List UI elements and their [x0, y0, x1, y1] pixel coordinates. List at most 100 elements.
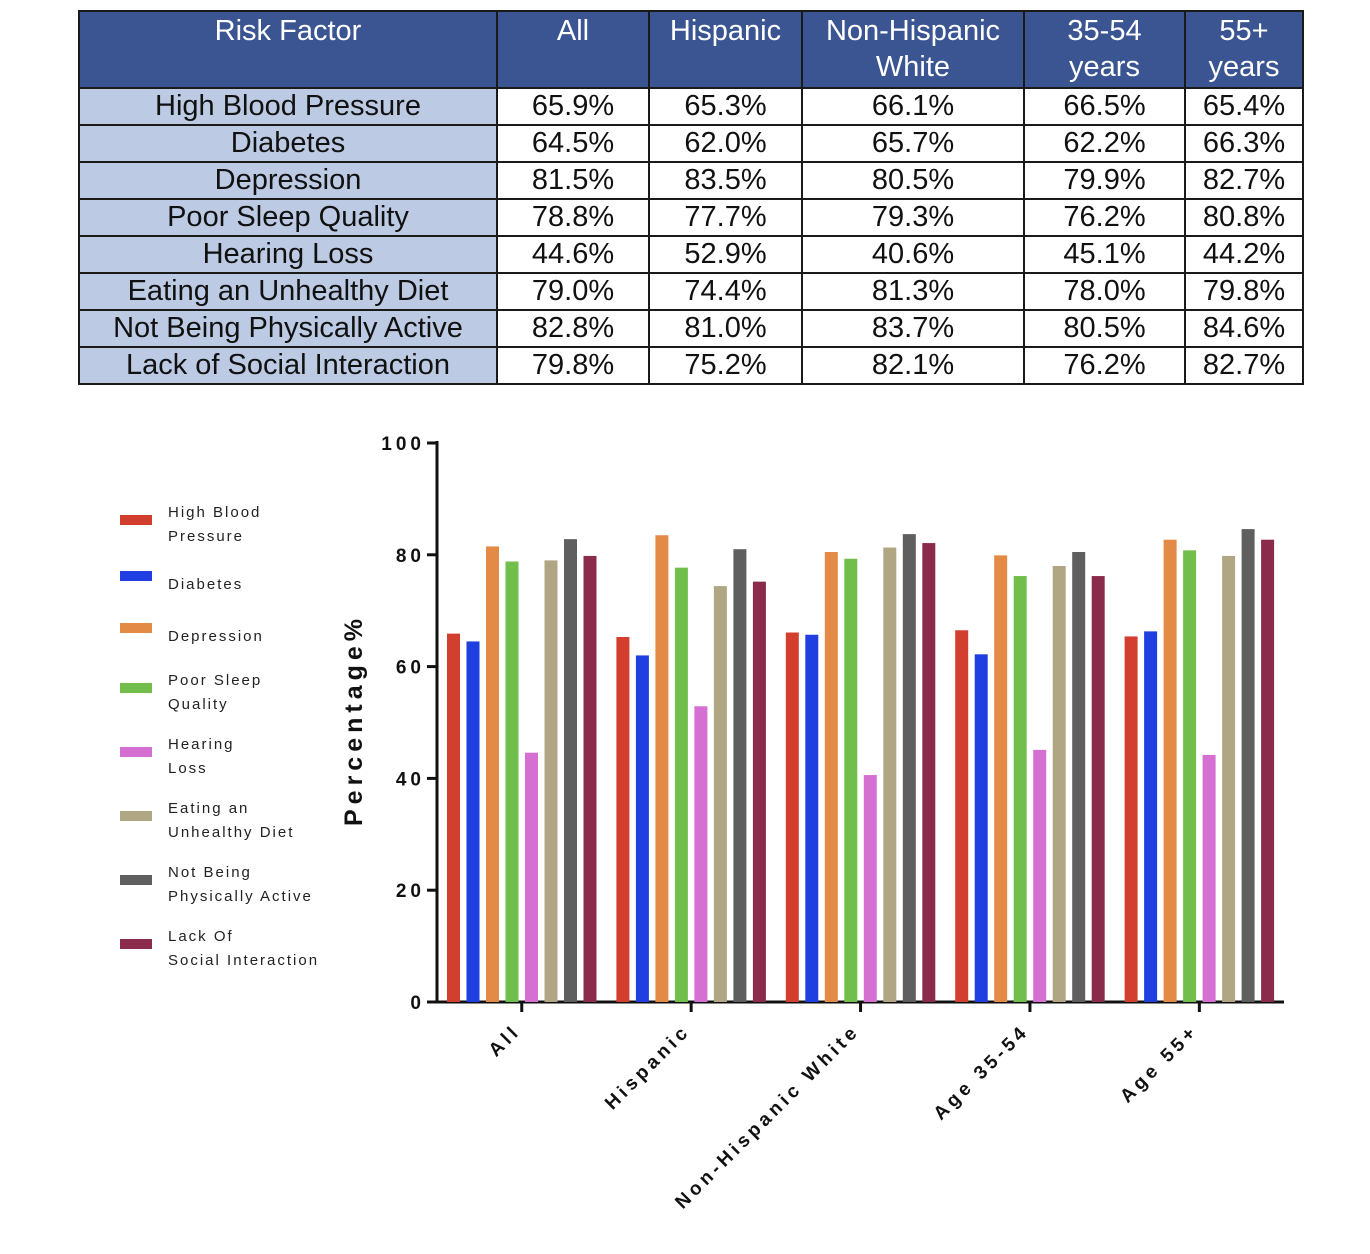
legend-label: Hearing — [168, 736, 235, 753]
bar — [844, 558, 858, 1002]
bar — [1013, 576, 1027, 1002]
legend-swatch — [120, 939, 152, 949]
legend-swatch — [120, 875, 152, 885]
legend-item: Poor Sleep Quality — [120, 672, 262, 713]
table-row: Lack of Social Interaction 79.8% 75.2% 8… — [78, 346, 1304, 385]
table-row: Diabetes 64.5% 62.0% 65.7% 62.2% 66.3% — [78, 124, 1304, 163]
value-cell: 79.0% — [496, 272, 650, 311]
header-hispanic: Hispanic — [648, 10, 803, 89]
legend-label: Quality — [168, 696, 229, 713]
value-cell: 66.3% — [1184, 124, 1304, 163]
value-cell: 52.9% — [648, 235, 803, 274]
value-cell: 40.6% — [801, 235, 1025, 274]
legend-label: Lack Of — [168, 928, 234, 945]
bar — [1202, 754, 1216, 1002]
value-cell: 81.0% — [648, 309, 803, 348]
table-row: Eating an Unhealthy Diet 79.0% 74.4% 81.… — [78, 272, 1304, 311]
risk-factor-cell: Depression — [78, 161, 498, 200]
value-cell: 45.1% — [1023, 235, 1186, 274]
legend-swatch — [120, 571, 152, 581]
bar — [713, 586, 727, 1002]
bar — [635, 655, 649, 1002]
value-cell: 65.9% — [496, 87, 650, 126]
risk-factor-cell: Lack of Social Interaction — [78, 346, 498, 385]
legend-item: Diabetes — [120, 571, 241, 593]
value-cell: 84.6% — [1184, 309, 1304, 348]
value-cell: 62.2% — [1023, 124, 1186, 163]
bar — [883, 547, 897, 1002]
bar — [955, 630, 969, 1002]
risk-factor-cell: Diabetes — [78, 124, 498, 163]
bar — [994, 555, 1008, 1002]
bar — [785, 632, 799, 1002]
bar — [1052, 565, 1066, 1002]
legend-swatch — [120, 747, 152, 757]
bar — [1261, 539, 1275, 1002]
legend-label: Physically Active — [168, 888, 313, 905]
x-category-label: All — [485, 1021, 526, 1062]
bar — [1163, 539, 1177, 1002]
value-cell: 64.5% — [496, 124, 650, 163]
table-row: Poor Sleep Quality 78.8% 77.7% 79.3% 76.… — [78, 198, 1304, 237]
legend-swatch — [120, 811, 152, 821]
bar — [1222, 555, 1236, 1002]
bar — [674, 567, 688, 1002]
bar — [1091, 576, 1105, 1002]
legend-label: Loss — [168, 760, 208, 777]
bar — [1072, 552, 1086, 1002]
value-cell: 75.2% — [648, 346, 803, 385]
bar — [1183, 550, 1197, 1002]
header-all: All — [496, 10, 650, 89]
y-tick-label: 20 — [396, 881, 425, 902]
chart-bars — [447, 529, 1275, 1002]
legend-label: Pressure — [168, 528, 244, 545]
bar — [805, 634, 819, 1002]
legend-item: Eating an Unhealthy Diet — [120, 800, 292, 841]
y-axis-title: Percentage% — [340, 614, 368, 826]
value-cell: 78.0% — [1023, 272, 1186, 311]
bar — [466, 641, 480, 1002]
y-tick-label: 0 — [410, 993, 425, 1014]
value-cell: 82.8% — [496, 309, 650, 348]
x-category-label: Hispanic — [601, 1021, 694, 1114]
bar — [974, 654, 988, 1002]
value-cell: 82.7% — [1184, 346, 1304, 385]
bar — [1033, 749, 1047, 1002]
bar — [922, 543, 936, 1002]
value-cell: 66.5% — [1023, 87, 1186, 126]
value-cell: 79.8% — [1184, 272, 1304, 311]
risk-factor-cell: Poor Sleep Quality — [78, 198, 498, 237]
bar — [655, 535, 669, 1002]
header-risk-factor: Risk Factor — [78, 10, 498, 89]
value-cell: 81.5% — [496, 161, 650, 200]
legend-swatch — [120, 515, 152, 525]
value-cell: 83.5% — [648, 161, 803, 200]
bar — [752, 581, 766, 1002]
bar — [1124, 636, 1138, 1002]
bar — [694, 706, 708, 1002]
legend-item: Not Being Physically Active — [120, 864, 313, 905]
table-row: Hearing Loss 44.6% 52.9% 40.6% 45.1% 44.… — [78, 235, 1304, 274]
value-cell: 79.8% — [496, 346, 650, 385]
bar — [583, 555, 597, 1002]
legend-label: Depression — [168, 628, 264, 645]
bar — [1241, 529, 1255, 1002]
value-cell: 77.7% — [648, 198, 803, 237]
value-cell: 79.3% — [801, 198, 1025, 237]
value-cell: 80.5% — [801, 161, 1025, 200]
value-cell: 76.2% — [1023, 346, 1186, 385]
table-row: Not Being Physically Active 82.8% 81.0% … — [78, 309, 1304, 348]
value-cell: 65.4% — [1184, 87, 1304, 126]
x-category-label: Non-Hispanic White — [671, 1021, 864, 1214]
bar — [486, 546, 499, 1002]
value-cell: 65.3% — [648, 87, 803, 126]
risk-factor-table: Risk Factor All Hispanic Non-Hispanic Wh… — [78, 10, 1304, 385]
y-tick-label: 80 — [396, 546, 425, 567]
bar — [544, 560, 558, 1002]
legend-label: Not Being — [168, 864, 252, 881]
legend-label: Poor Sleep — [168, 672, 262, 689]
value-cell: 76.2% — [1023, 198, 1186, 237]
risk-factor-cell: Hearing Loss — [78, 235, 498, 274]
value-cell: 80.8% — [1184, 198, 1304, 237]
y-tick-label: 40 — [396, 769, 425, 790]
